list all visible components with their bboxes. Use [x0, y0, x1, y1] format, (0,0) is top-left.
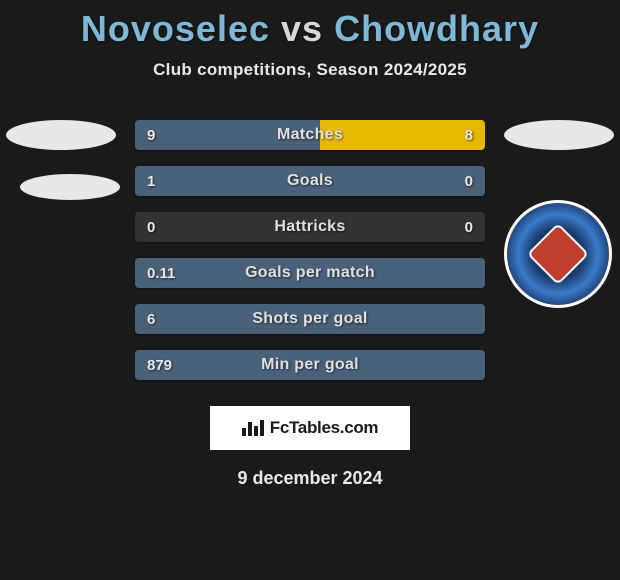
stat-label: Hattricks	[135, 212, 485, 242]
stat-value-left: 6	[147, 304, 155, 334]
stat-row: Matches9 8	[135, 120, 485, 150]
stat-label: Min per goal	[135, 350, 485, 380]
stat-label: Matches	[135, 120, 485, 150]
player2-club-logo	[504, 200, 612, 308]
stat-value-left: 9	[147, 120, 155, 150]
player2-avatar-placeholder	[504, 120, 614, 150]
player2-name: Chowdhary	[334, 8, 539, 49]
page-title: Novoselec vs Chowdhary	[0, 0, 620, 50]
stat-label: Goals	[135, 166, 485, 196]
player1-name: Novoselec	[81, 8, 270, 49]
stat-row: Goals per match0.11	[135, 258, 485, 288]
player1-avatar-placeholder	[6, 120, 116, 150]
brand-badge: FcTables.com	[210, 406, 410, 450]
subtitle: Club competitions, Season 2024/2025	[0, 60, 620, 80]
stat-row: Shots per goal6	[135, 304, 485, 334]
brand-text: FcTables.com	[270, 418, 379, 438]
stat-row: Hattricks0 0	[135, 212, 485, 242]
stat-label: Shots per goal	[135, 304, 485, 334]
stat-value-right: 0	[465, 166, 473, 196]
player1-avatar-placeholder-2	[20, 174, 120, 200]
stat-value-left: 0	[147, 212, 155, 242]
stat-bars-container: Matches98Goals10Hattricks00Goals per mat…	[135, 120, 485, 380]
stat-row: Goals1 0	[135, 166, 485, 196]
stat-value-right: 0	[465, 212, 473, 242]
stat-value-left: 879	[147, 350, 172, 380]
date-text: 9 december 2024	[0, 468, 620, 489]
stat-value-left: 1	[147, 166, 155, 196]
stat-value-left: 0.11	[147, 258, 175, 288]
title-vs: vs	[281, 8, 323, 49]
comparison-chart: Matches98Goals10Hattricks00Goals per mat…	[0, 120, 620, 380]
stat-label: Goals per match	[135, 258, 485, 288]
bar-chart-icon	[242, 420, 264, 436]
stat-value-right: 8	[465, 120, 473, 150]
stat-row: Min per goal879	[135, 350, 485, 380]
